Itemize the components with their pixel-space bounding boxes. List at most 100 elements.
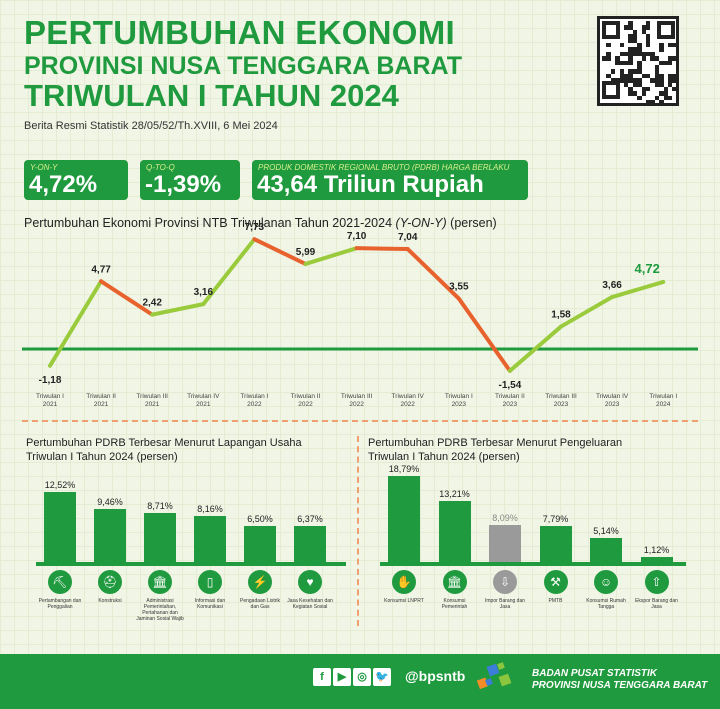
qr-module <box>610 78 616 83</box>
x-tick-label: Triwulan II <box>495 393 525 400</box>
qtoq-value: -1,39% <box>145 171 222 198</box>
qr-module <box>641 91 646 96</box>
series-segment <box>559 295 615 329</box>
bar-value: 8,09% <box>492 512 518 523</box>
bar <box>144 513 176 562</box>
bar-value: 12,52% <box>44 479 76 490</box>
data-label: 7,73 <box>245 222 265 233</box>
qr-module <box>632 34 638 39</box>
qr-module <box>628 91 633 96</box>
bar-value: 18,79% <box>388 463 420 474</box>
qr-module <box>615 78 620 83</box>
qr-module <box>632 38 638 43</box>
qr-module <box>668 60 673 65</box>
lapangan-usaha-title-2: Triwulan I Tahun 2024 (persen) <box>26 451 178 463</box>
qr-module <box>624 73 629 79</box>
x-tick-label: Triwulan I <box>445 393 473 400</box>
qr-module <box>619 60 624 65</box>
qr-module <box>637 78 642 83</box>
qr-module <box>632 91 638 96</box>
qr-module <box>659 73 664 79</box>
data-label: 2,42 <box>142 298 162 309</box>
x-tick-label: Triwulan III <box>545 393 577 400</box>
series-segment <box>405 247 461 301</box>
qr-module <box>624 25 629 30</box>
qr-module <box>641 73 646 79</box>
qr-finder <box>657 21 675 39</box>
qr-module <box>646 34 651 39</box>
bar-value: 6,50% <box>247 513 273 524</box>
qr-module <box>615 56 620 61</box>
instagram-icon[interactable]: ◎ <box>353 668 371 686</box>
x-tick-label: Triwulan III <box>136 393 168 400</box>
youtube-icon[interactable]: ▶ <box>333 668 351 686</box>
x-tick-label: Triwulan IV <box>187 393 220 400</box>
qr-module <box>654 95 660 101</box>
horizontal-divider <box>22 420 698 422</box>
series-segment <box>507 324 563 373</box>
qr-module <box>668 73 673 79</box>
bar-value: 5,14% <box>593 526 619 537</box>
qtoq-label: Q-TO-Q <box>146 163 175 172</box>
series-segment <box>252 237 308 266</box>
x-tick-label: Triwulan I <box>36 393 64 400</box>
category-label: Pertambangan dan Penggalian <box>38 598 82 610</box>
category-label: Konsumsi Pemerintah <box>441 598 468 610</box>
bar <box>438 501 471 562</box>
qr-module <box>619 73 624 79</box>
x-tick-label-year: 2023 <box>452 401 467 408</box>
x-tick-label-year: 2021 <box>196 401 211 408</box>
qr-module <box>637 69 642 74</box>
qr-module <box>668 82 673 87</box>
baseline <box>380 562 686 566</box>
qr-module <box>663 87 668 92</box>
facebook-icon[interactable]: f <box>313 668 331 686</box>
qr-module <box>624 51 629 57</box>
data-label: 5,99 <box>296 247 316 258</box>
x-tick-label-year: 2022 <box>400 401 415 408</box>
smartphone-icon: ▯ <box>198 570 222 594</box>
qr-module <box>646 38 651 43</box>
qr-module <box>624 78 629 83</box>
qr-module <box>628 34 633 39</box>
twitter-icon[interactable]: 🐦 <box>373 668 391 686</box>
org-province: PROVINSI NUSA TENGGARA BARAT <box>532 680 708 691</box>
qr-module <box>654 73 660 79</box>
category-label: Impor Barang dan Jasa <box>484 598 526 610</box>
qr-module <box>624 60 629 65</box>
qr-module <box>632 82 638 87</box>
qr-module <box>654 65 660 70</box>
qr-module <box>668 78 673 83</box>
qr-module <box>606 56 611 61</box>
qr-module <box>628 78 633 83</box>
x-tick-label-year: 2024 <box>656 401 671 408</box>
qr-module <box>663 60 668 65</box>
qr-module <box>659 47 664 52</box>
qr-module <box>628 38 633 43</box>
title-line-1: PERTUMBUHAN EKONOMI <box>24 14 456 51</box>
qr-module <box>637 60 642 65</box>
qr-module <box>672 43 677 48</box>
x-tick-label: Triwulan IV <box>392 393 425 400</box>
qr-module <box>628 60 633 65</box>
qr-module <box>615 60 620 65</box>
category-label: Pengadaan Listrik dan Gas <box>239 598 281 610</box>
series-segment <box>201 237 257 307</box>
data-label: 4,77 <box>91 264 111 275</box>
bar-value: 6,37% <box>297 514 323 525</box>
qr-module <box>659 43 664 48</box>
yoy-value: 4,72% <box>29 171 98 198</box>
qr-module <box>641 56 646 61</box>
bar-value: 13,21% <box>439 489 470 500</box>
bar <box>489 524 521 562</box>
helmet-icon: ⛑ <box>98 570 122 594</box>
baseline <box>36 562 346 566</box>
qr-module <box>619 69 624 74</box>
category-label: Administrasi Pemerintahan, Pertahanan da… <box>136 598 184 622</box>
x-tick-label-year: 2023 <box>503 401 518 408</box>
category-label: PMTB <box>548 598 563 604</box>
construction-icon: ⚒ <box>543 570 568 594</box>
bps-logo <box>476 662 512 690</box>
qr-module <box>646 51 651 57</box>
